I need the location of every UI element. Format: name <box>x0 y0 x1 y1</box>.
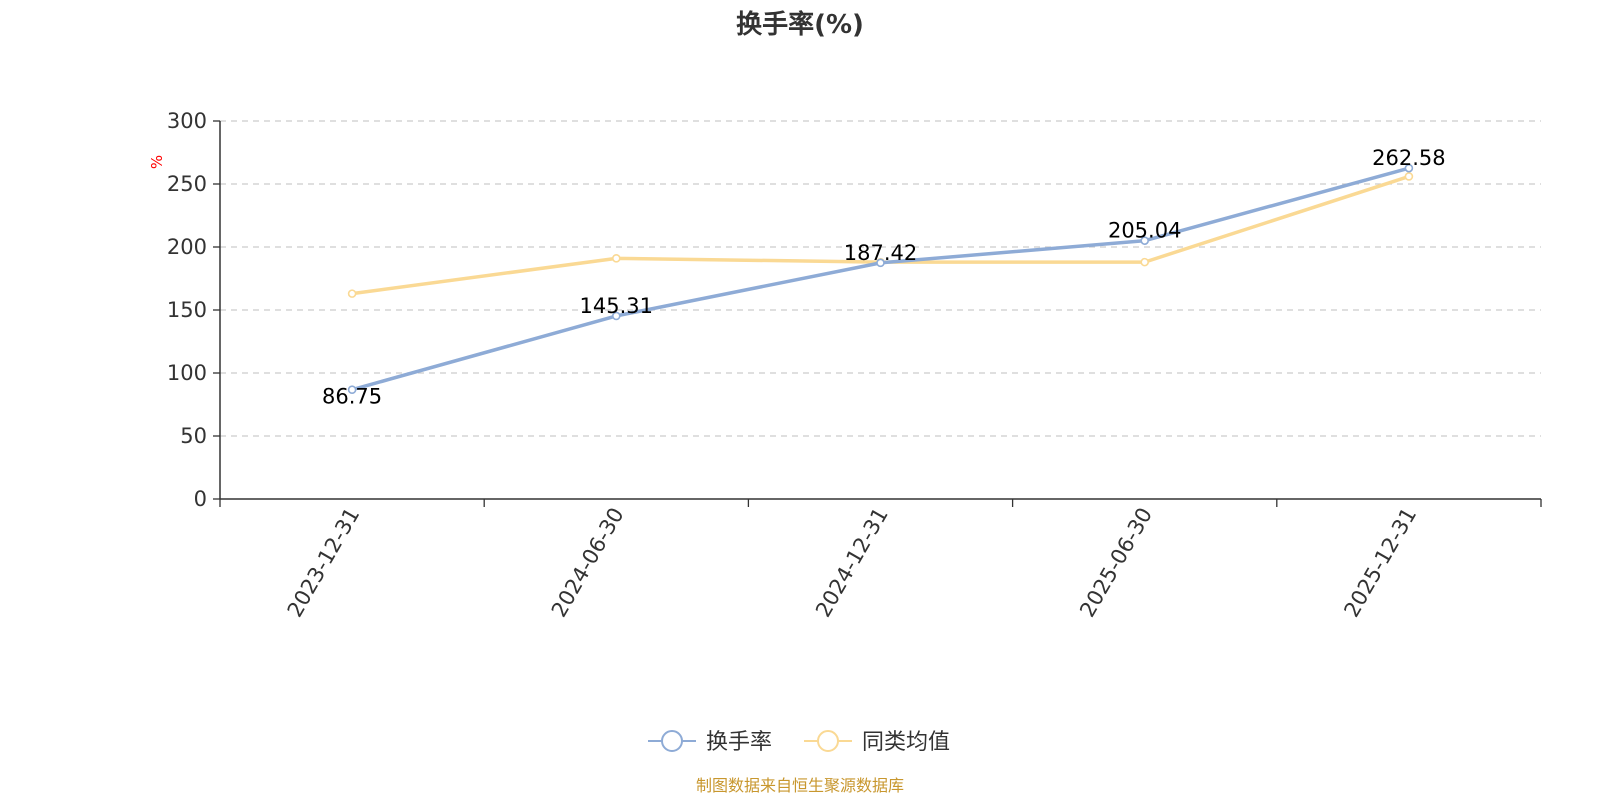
legend: 换手率 同类均值 <box>648 730 950 755</box>
data-label: 187.42 <box>844 241 917 265</box>
x-tick-label: 2025-06-30 <box>1075 504 1157 622</box>
y-tick-label: 150 <box>167 298 207 322</box>
y-axis-unit-label: % <box>148 155 166 169</box>
x-tick-label: 2025-12-31 <box>1339 504 1421 622</box>
data-point <box>1404 172 1414 181</box>
data-point <box>1404 163 1414 173</box>
x-tick-label: 2024-06-30 <box>547 504 629 622</box>
series-line <box>351 166 1410 392</box>
data-point <box>611 254 621 263</box>
axes: 0 50 100 150 200 250 300 2023-12-31 2024-06-30 20… <box>167 109 1542 622</box>
data-label: 86.75 <box>322 385 382 409</box>
legend-circle-marker <box>661 730 683 752</box>
x-tick-label: 2023-12-31 <box>283 504 365 622</box>
data-label: 205.04 <box>1108 219 1181 243</box>
data-point <box>611 311 621 321</box>
legend-label: 换手率 <box>706 730 772 755</box>
legend-circle-marker <box>817 730 839 752</box>
x-tick-label: 2024-12-31 <box>811 504 893 622</box>
data-label: 145.31 <box>580 294 653 318</box>
y-tick-label: 100 <box>167 361 207 385</box>
data-point <box>347 385 357 394</box>
data-point <box>1140 236 1149 245</box>
data-point <box>347 289 357 298</box>
y-tick-label: 50 <box>180 424 207 448</box>
y-tick-label: 250 <box>167 172 207 196</box>
grid-lines <box>220 120 1541 437</box>
series-lines <box>347 163 1414 394</box>
data-source-note: 制图数据来自恒生聚源数据库 <box>696 776 904 795</box>
y-tick-label: 300 <box>167 109 207 133</box>
chart-title: 换手率(%) <box>736 9 864 40</box>
series-line <box>351 174 1410 296</box>
y-tick-label: 200 <box>167 235 207 259</box>
legend-label: 同类均值 <box>862 730 950 755</box>
y-tick-label: 0 <box>194 487 207 511</box>
data-label: 262.58 <box>1372 146 1445 170</box>
data-point <box>1140 257 1149 267</box>
data-point <box>876 258 885 268</box>
data-labels: 86.75 145.31 187.42 205.04 262.58 <box>322 146 1446 409</box>
